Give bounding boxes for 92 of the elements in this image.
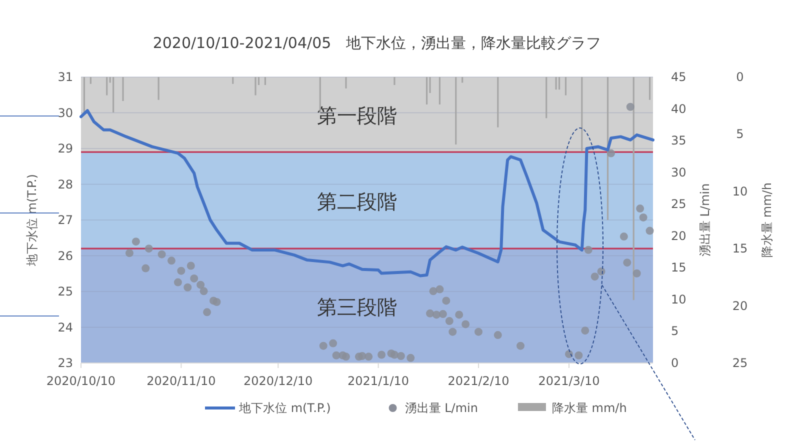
point (319, 342, 328, 350)
point (639, 213, 648, 222)
point (125, 249, 134, 258)
point (406, 354, 415, 362)
y-tick-label: 25 (58, 284, 73, 298)
point (574, 351, 583, 360)
point (564, 350, 573, 358)
y-tick-label: 31 (58, 70, 73, 84)
band-label: 第二段階 (317, 189, 397, 214)
point (144, 244, 153, 253)
point (581, 326, 590, 335)
point (364, 352, 373, 361)
legend-label: 降水量 mm/h (552, 401, 627, 415)
point (636, 204, 644, 213)
y3-tick-label: 15 (732, 242, 748, 256)
x-tick-label: 2020/12/10 (244, 374, 313, 388)
point (429, 287, 438, 296)
point (516, 342, 525, 350)
point (432, 310, 440, 319)
point (177, 266, 186, 275)
point (174, 278, 182, 286)
band-label: 第三段階 (317, 294, 397, 319)
point (212, 298, 221, 306)
point (462, 320, 470, 328)
legend-label: 湧出量 L/min (404, 401, 478, 415)
y3-tick-label: 5 (736, 127, 744, 142)
point (494, 331, 502, 340)
y2-tick-label: 45 (671, 70, 686, 84)
point (390, 350, 398, 359)
y2-tick-label: 30 (671, 165, 686, 180)
point (132, 238, 140, 246)
point (438, 310, 447, 318)
point (448, 328, 457, 336)
y3-tick-label: 10 (732, 184, 748, 198)
point (626, 102, 634, 111)
point (606, 149, 615, 158)
y2-tick-label: 20 (671, 228, 686, 243)
point (590, 272, 599, 281)
point (632, 269, 641, 278)
point (620, 232, 628, 241)
y2-tick-label: 0 (671, 356, 679, 370)
y2-tick-label: 40 (671, 102, 686, 116)
point (455, 310, 464, 319)
x-tick-label: 2020/11/10 (146, 374, 216, 388)
x-tick-label: 2020/10/10 (46, 374, 116, 388)
point (445, 317, 454, 326)
point (396, 352, 405, 360)
band-label: 第一段階 (317, 104, 397, 128)
y2-tick-label: 5 (671, 324, 679, 338)
x-tick-label: 2021/3/10 (538, 374, 600, 388)
y2-tick-label: 15 (671, 260, 686, 275)
y-tick-label: 27 (58, 213, 73, 227)
y3-tick-label: 20 (732, 298, 748, 313)
x-tick-label: 2021/1/10 (348, 374, 410, 388)
point (167, 256, 176, 265)
point (358, 352, 366, 360)
point (329, 339, 338, 348)
point (186, 262, 195, 270)
chart-title: 2020/10/10-2021/04/05 地下水位，湧出量，降水量比較グラフ (152, 34, 602, 52)
point (142, 264, 150, 272)
point (203, 308, 212, 316)
point (646, 226, 654, 235)
y3-axis-title: 降水量 mm/h (760, 182, 774, 258)
point (426, 309, 434, 318)
y-tick-label: 30 (58, 106, 73, 120)
y-tick-label: 26 (58, 248, 73, 263)
y2-tick-label: 10 (671, 292, 686, 306)
y-tick-label: 29 (58, 142, 73, 156)
point (190, 274, 198, 282)
y2-tick-label: 25 (671, 197, 686, 212)
point (342, 352, 350, 361)
point (196, 280, 205, 289)
point (158, 250, 166, 258)
x-tick-label: 2021/2/10 (448, 374, 510, 388)
y-axis-title: 地下水位 m(T.P.) (25, 174, 39, 267)
y-tick-label: 28 (58, 177, 73, 192)
point (597, 267, 606, 276)
point (184, 283, 192, 292)
point (200, 287, 208, 296)
y3-tick-label: 25 (732, 356, 748, 370)
point (584, 246, 592, 254)
y2-axis-title: 湧出量 L/min (698, 183, 712, 257)
y-tick-label: 24 (58, 320, 73, 334)
point (378, 350, 386, 359)
y-tick-label: 23 (58, 356, 73, 370)
point (442, 296, 450, 305)
y2-tick-label: 35 (671, 134, 686, 148)
y3-tick-label: 0 (736, 70, 744, 84)
point (623, 258, 632, 267)
point (474, 328, 482, 336)
legend-label: 地下水位 m(T.P.) (238, 401, 331, 415)
point (436, 285, 444, 294)
